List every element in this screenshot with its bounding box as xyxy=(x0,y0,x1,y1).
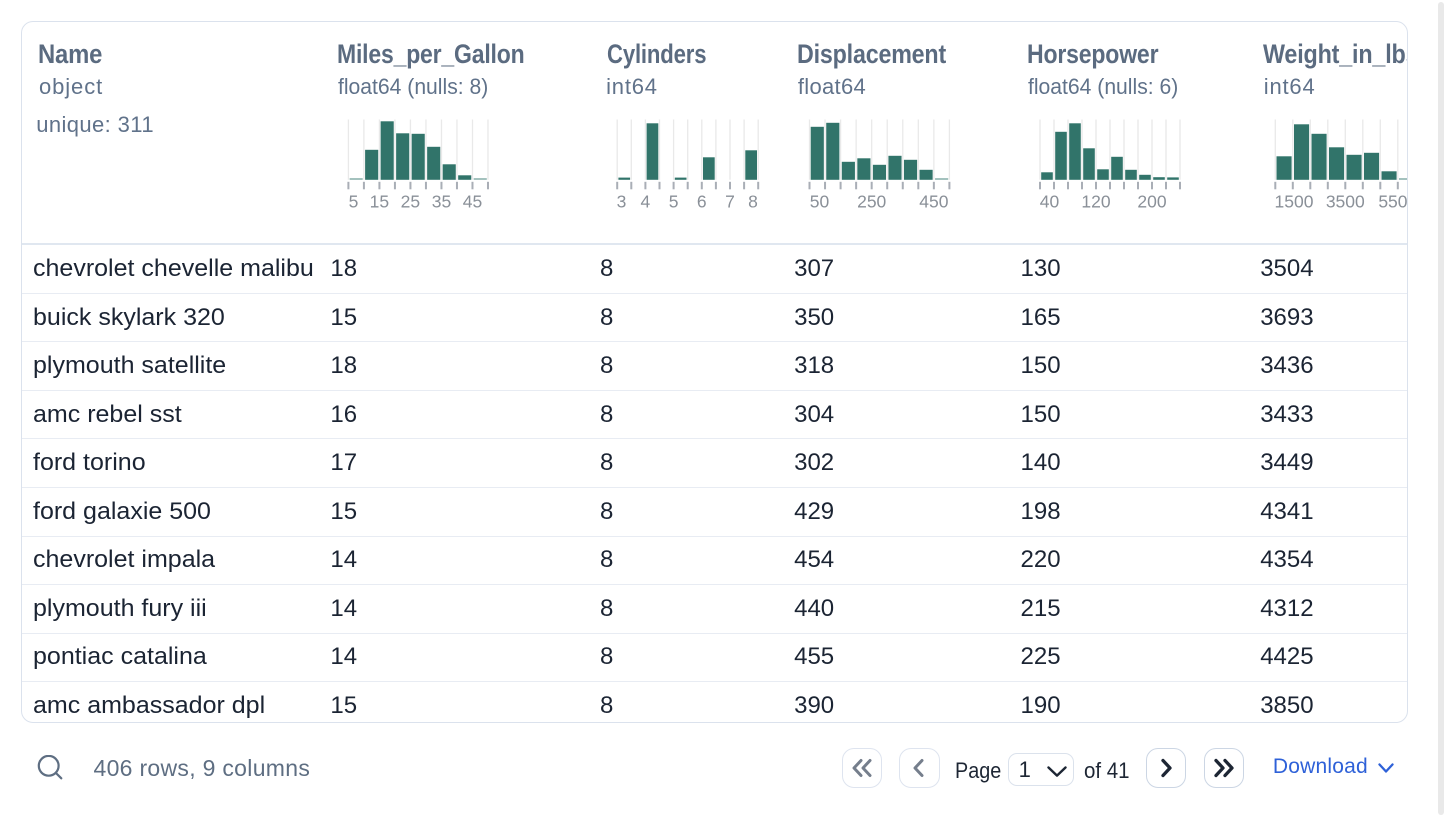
svg-text:7: 7 xyxy=(725,192,735,212)
svg-text:5: 5 xyxy=(669,192,679,212)
svg-text:3: 3 xyxy=(617,192,627,212)
svg-text:25: 25 xyxy=(401,192,420,212)
svg-text:40: 40 xyxy=(1040,192,1060,212)
svg-text:120: 120 xyxy=(1081,192,1110,212)
svg-text:250: 250 xyxy=(857,192,886,212)
svg-text:6: 6 xyxy=(697,192,707,212)
svg-text:45: 45 xyxy=(463,192,482,212)
svg-text:5500: 5500 xyxy=(1378,192,1408,212)
svg-text:5: 5 xyxy=(349,192,359,212)
svg-text:35: 35 xyxy=(432,192,451,212)
svg-text:200: 200 xyxy=(1137,192,1166,212)
svg-text:50: 50 xyxy=(810,192,830,212)
svg-text:15: 15 xyxy=(370,192,389,212)
svg-text:8: 8 xyxy=(748,192,758,212)
svg-text:4: 4 xyxy=(641,192,651,212)
svg-text:1500: 1500 xyxy=(1275,192,1314,212)
svg-text:3500: 3500 xyxy=(1326,192,1365,212)
svg-text:450: 450 xyxy=(919,192,948,212)
